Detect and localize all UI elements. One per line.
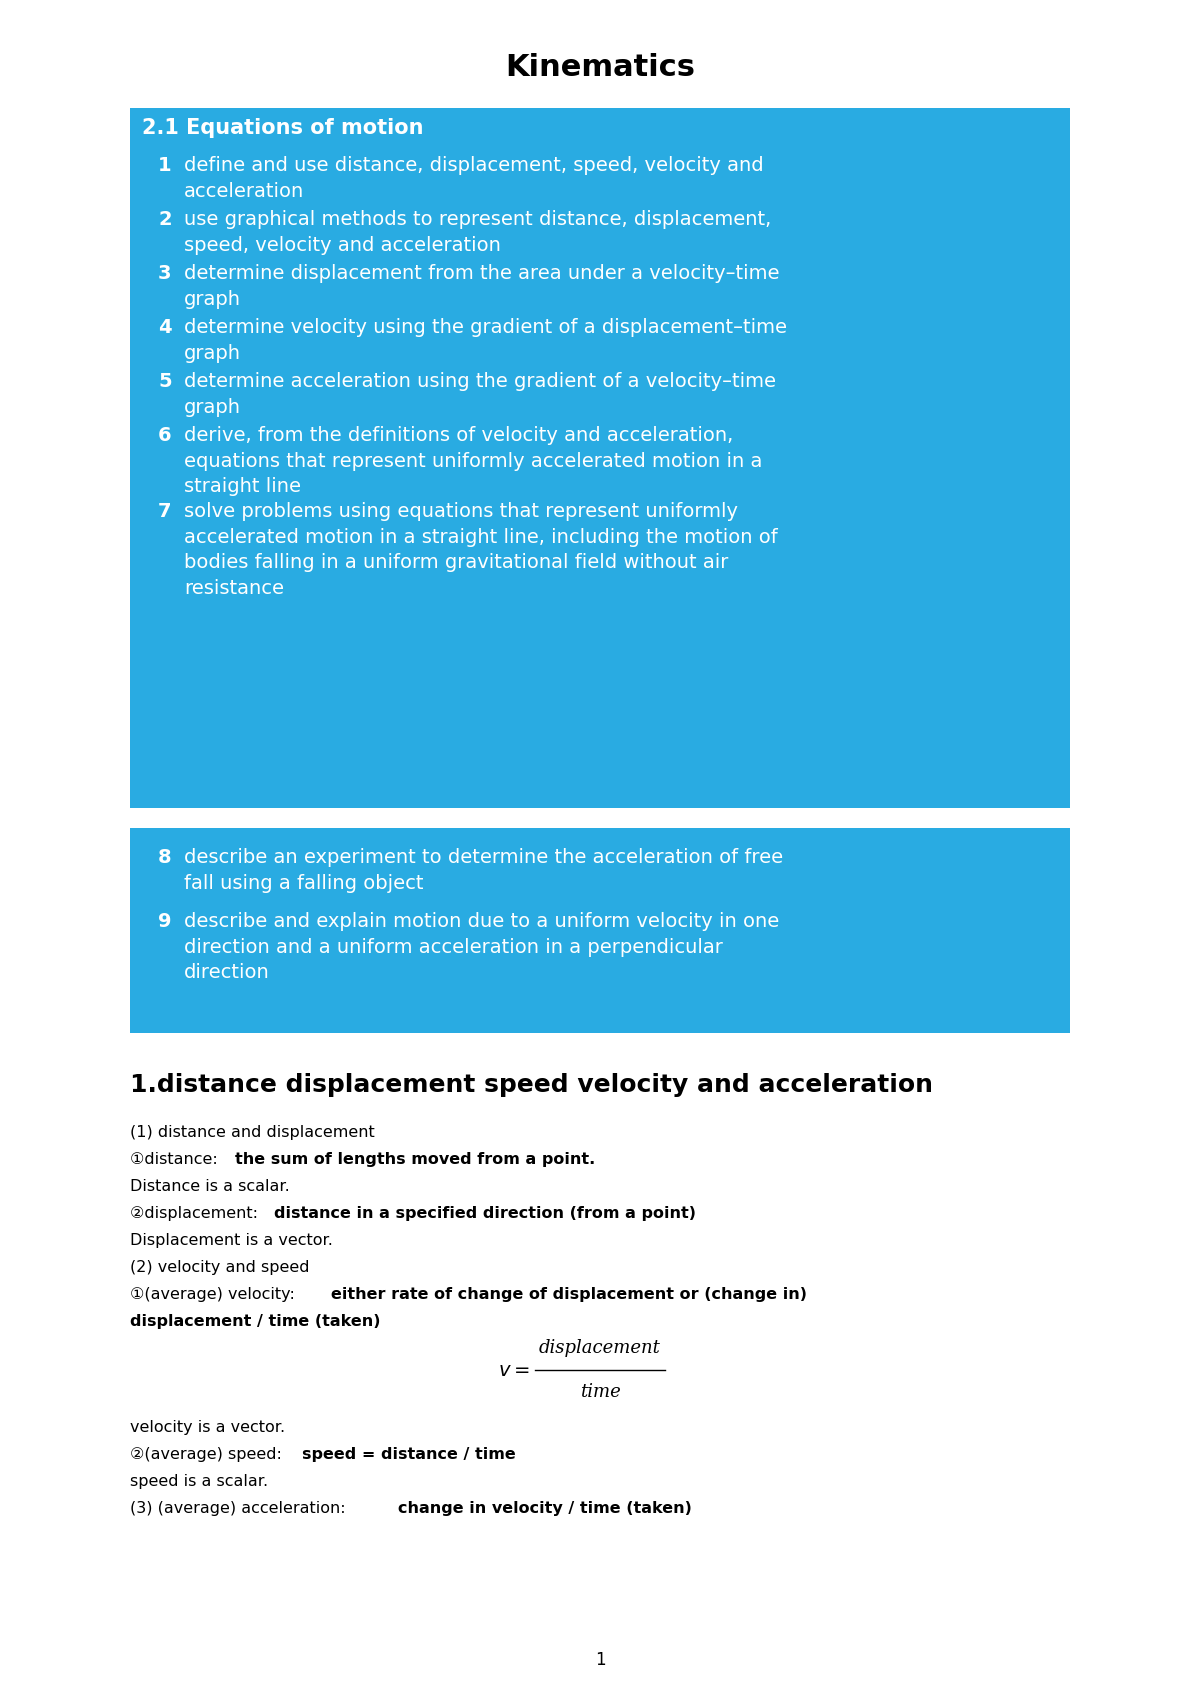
Text: 1.distance displacement speed velocity and acceleration: 1.distance displacement speed velocity a… [130, 1073, 934, 1096]
Text: distance in a specified direction (from a point): distance in a specified direction (from … [274, 1207, 696, 1222]
Text: describe and explain motion due to a uniform velocity in one
direction and a uni: describe and explain motion due to a uni… [184, 911, 779, 983]
Text: (3) (average) acceleration:: (3) (average) acceleration: [130, 1502, 350, 1515]
Text: speed = distance / time: speed = distance / time [302, 1448, 516, 1463]
Text: change in velocity / time (taken): change in velocity / time (taken) [398, 1502, 692, 1515]
Text: the sum of lengths moved from a point.: the sum of lengths moved from a point. [235, 1152, 595, 1168]
Text: 1: 1 [595, 1651, 605, 1670]
Text: determine displacement from the area under a velocity–time
graph: determine displacement from the area und… [184, 265, 780, 309]
Text: 4: 4 [158, 317, 172, 338]
Text: velocity is a vector.: velocity is a vector. [130, 1420, 286, 1436]
Text: derive, from the definitions of velocity and acceleration,
equations that repres: derive, from the definitions of velocity… [184, 426, 762, 497]
Text: Displacement is a vector.: Displacement is a vector. [130, 1234, 332, 1247]
Text: describe an experiment to determine the acceleration of free
fall using a fallin: describe an experiment to determine the … [184, 848, 784, 893]
Text: 3: 3 [158, 265, 172, 283]
Text: displacement / time (taken): displacement / time (taken) [130, 1313, 380, 1329]
Text: solve problems using equations that represent uniformly
accelerated motion in a : solve problems using equations that repr… [184, 502, 778, 599]
Text: 9: 9 [158, 911, 172, 932]
Text: 2.1 Equations of motion: 2.1 Equations of motion [142, 119, 424, 137]
Text: ①distance:: ①distance: [130, 1152, 223, 1168]
Text: 8: 8 [158, 848, 172, 867]
Text: Distance is a scalar.: Distance is a scalar. [130, 1179, 289, 1195]
Text: 1: 1 [158, 156, 172, 175]
Text: displacement: displacement [539, 1339, 661, 1358]
Text: (2) velocity and speed: (2) velocity and speed [130, 1259, 310, 1274]
FancyBboxPatch shape [130, 109, 1070, 808]
Text: 6: 6 [158, 426, 172, 445]
Text: 7: 7 [158, 502, 172, 521]
Text: determine velocity using the gradient of a displacement–time
graph: determine velocity using the gradient of… [184, 317, 787, 363]
Text: speed is a scalar.: speed is a scalar. [130, 1475, 268, 1488]
Text: ②displacement:: ②displacement: [130, 1207, 263, 1222]
Text: ②(average) speed:: ②(average) speed: [130, 1448, 287, 1463]
Text: define and use distance, displacement, speed, velocity and
acceleration: define and use distance, displacement, s… [184, 156, 763, 200]
Text: Kinematics: Kinematics [505, 54, 695, 83]
Text: either rate of change of displacement or (change in): either rate of change of displacement or… [331, 1286, 808, 1302]
Text: 5: 5 [158, 372, 172, 390]
Text: time: time [580, 1383, 620, 1402]
Text: 2: 2 [158, 210, 172, 229]
Text: use graphical methods to represent distance, displacement,
speed, velocity and a: use graphical methods to represent dista… [184, 210, 772, 255]
Text: ①(average) velocity:: ①(average) velocity: [130, 1286, 300, 1302]
Text: (1) distance and displacement: (1) distance and displacement [130, 1125, 374, 1140]
Text: determine acceleration using the gradient of a velocity–time
graph: determine acceleration using the gradien… [184, 372, 776, 417]
FancyBboxPatch shape [130, 828, 1070, 1033]
Text: $v =$: $v =$ [498, 1361, 530, 1380]
